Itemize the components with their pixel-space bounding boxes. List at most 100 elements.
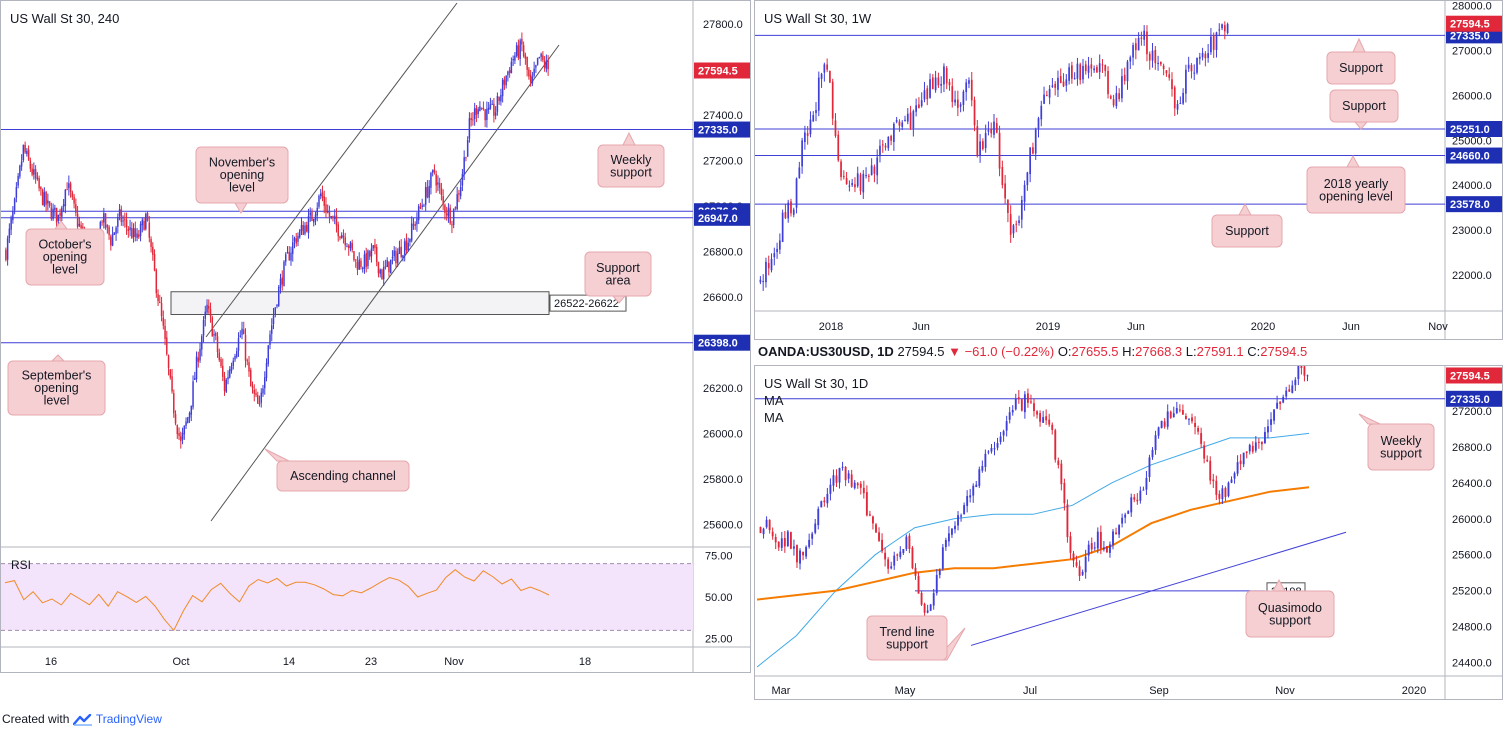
daily-candle (947, 533, 950, 542)
daily-candle (890, 566, 893, 569)
h4-candle (248, 362, 250, 372)
daily-candle (990, 447, 993, 452)
daily-candle (881, 539, 884, 552)
h4-chart[interactable]: 26522-2662227800.027600.027400.027200.02… (1, 1, 751, 673)
ascending-channel-callout[interactable]: Ascending channel (264, 448, 410, 492)
daily-candle (829, 484, 832, 494)
h4-candle (356, 261, 359, 270)
h4-candle (447, 208, 450, 217)
h4-candle (337, 224, 339, 237)
daily-candle (1084, 556, 1087, 573)
h4-candle (125, 220, 128, 228)
daily-time-axis-label: Sep (1149, 685, 1169, 697)
weekly-support-callout-c[interactable]: Support (1211, 202, 1283, 248)
weekly-support-callout-b[interactable]: Support (1329, 89, 1399, 130)
weekly-support-callout-a[interactable]: Support (1326, 37, 1396, 85)
h4-candle (482, 107, 485, 110)
weekly-support-callout-b-box (1329, 89, 1399, 123)
weekly-candle (1210, 36, 1212, 53)
h4-candle (538, 56, 541, 58)
h4-candle (545, 61, 548, 69)
h4-candle (339, 236, 341, 238)
daily-candle (762, 528, 765, 535)
h4-candle (78, 223, 81, 226)
footer-brand[interactable]: TradingView (95, 712, 162, 726)
weekly-chart-panel[interactable]: 28000.0 27000.0 26000.0 25000.0 24000.0 23000… (754, 0, 1503, 340)
trend-line-support-callout-text: Trend line (879, 625, 934, 639)
daily-chart[interactable]: 2519827200.026800.026400.026000.025600.0… (755, 366, 1503, 700)
h4-candle (262, 388, 264, 394)
h4-candle (423, 205, 425, 207)
h4-candle (234, 355, 236, 360)
daily-candle (1105, 546, 1108, 553)
weekly-candle (990, 128, 993, 134)
weekly-candle (1204, 53, 1207, 59)
h4-candle (442, 196, 444, 205)
daily-candle (765, 519, 768, 528)
h4-candle (412, 224, 415, 226)
h4-time-axis-label: 16 (45, 656, 57, 668)
daily-candle (1039, 413, 1042, 422)
daily-price-axis-label: 24800.0 (1452, 622, 1492, 634)
weekly-candle (792, 209, 795, 215)
daily-price-axis-label: 26400.0 (1452, 478, 1492, 490)
h4-candle (276, 304, 278, 307)
daily-price-axis-label: 26800.0 (1452, 442, 1492, 454)
weekly-candle (901, 122, 904, 127)
weekly-candle (1040, 105, 1043, 120)
quasimodo-support-callout-box (1245, 590, 1335, 638)
h4-candle (377, 261, 380, 274)
weekly-candle (1223, 25, 1226, 32)
h4-candle (543, 60, 546, 68)
h4-candle (164, 325, 166, 339)
h4-candle (274, 307, 277, 316)
weekly-candle (1148, 53, 1151, 61)
weekly-candle (895, 120, 898, 122)
h4-candle (312, 219, 315, 223)
weekly-candle (890, 135, 892, 141)
h4-candle (122, 220, 124, 222)
h4-candle (428, 186, 430, 198)
daily-candle (1263, 431, 1266, 443)
h4-candle (62, 204, 65, 207)
weekly-candle (893, 123, 895, 142)
daily-chart-panel[interactable]: 2519827200.026800.026400.026000.025600.0… (754, 365, 1503, 700)
rsi-label: RSI (11, 558, 31, 572)
h4-candle (473, 108, 476, 120)
h4-candle (246, 360, 249, 362)
weekly-time-axis-label: Jun (1127, 321, 1145, 333)
daily-candle (926, 610, 929, 613)
weekly-candle (856, 173, 859, 187)
ohlc-change: −61.0 (−0.22%) (964, 344, 1055, 359)
h4-candle (363, 254, 366, 269)
h4-candle (150, 238, 152, 247)
daily-candle (1127, 511, 1130, 514)
h4-candle (227, 376, 229, 380)
weekly-candle (1068, 67, 1070, 81)
h4-candle (197, 357, 200, 362)
h4-chart-panel[interactable]: 26522-2662227800.027600.027400.027200.02… (0, 0, 751, 673)
weekly-chart[interactable]: 28000.0 27000.0 26000.0 25000.0 24000.0 23000… (755, 1, 1503, 340)
h4-candle (421, 205, 423, 207)
h4-candle (101, 221, 103, 223)
h4-candle (243, 329, 245, 335)
h4-candle (330, 216, 332, 218)
h4-candle (295, 238, 297, 244)
daily-candle (862, 487, 865, 494)
weekly-candle (1018, 220, 1020, 224)
daily-candle (1139, 490, 1142, 501)
daily-price-axis-label: 27200.0 (1452, 406, 1492, 418)
h4-candle (332, 215, 334, 218)
daily-candle (1151, 449, 1154, 458)
weekly-candle (1118, 93, 1121, 100)
daily-candle (853, 482, 856, 489)
